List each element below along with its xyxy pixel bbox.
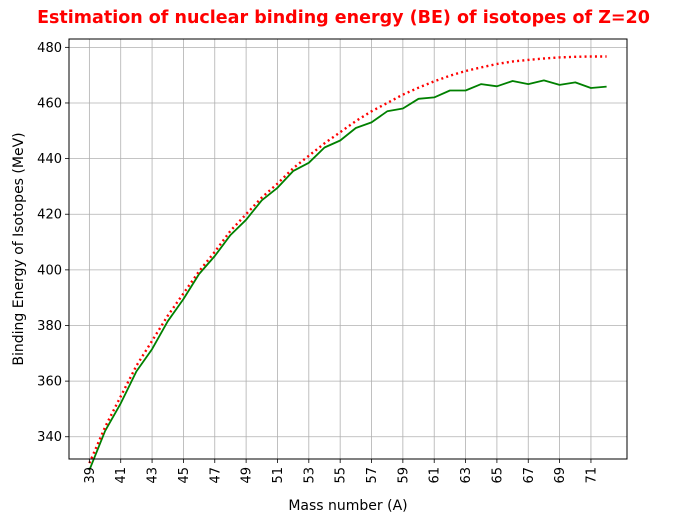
- x-tick-label: 69: [553, 467, 568, 484]
- x-tick-label: 67: [522, 467, 537, 484]
- x-tick-label: 57: [365, 467, 380, 484]
- y-tick-label: 360: [37, 375, 62, 390]
- tick-layer: 39 41 43 45 47 49 51 53 55 57 59 61 63 65 67 69 71 340 360…: [37, 41, 599, 484]
- y-tick-label: 440: [37, 152, 62, 167]
- x-tick-label: 43: [146, 467, 161, 484]
- y-tick-label: 460: [37, 96, 62, 111]
- x-tick-label: 49: [240, 467, 255, 484]
- x-tick-label: 65: [490, 467, 505, 484]
- x-tick-label: 63: [459, 467, 474, 484]
- chart-title: Estimation of nuclear binding energy (BE…: [37, 8, 650, 28]
- y-tick-label: 340: [37, 430, 62, 445]
- x-axis-label: Mass number (A): [288, 498, 407, 514]
- grid-layer: [69, 39, 627, 459]
- x-tick-label: 71: [584, 467, 599, 484]
- x-tick-label: 51: [271, 467, 286, 484]
- y-tick-label: 420: [37, 208, 62, 223]
- x-tick-label: 61: [428, 467, 443, 484]
- x-tick-label: 59: [396, 467, 411, 484]
- x-tick-label: 45: [177, 467, 192, 484]
- y-tick-label: 480: [37, 41, 62, 56]
- y-axis-label: Binding Energy of Isotopes (MeV): [11, 132, 27, 365]
- series-line-1: [88, 79, 607, 471]
- y-tick-label: 400: [37, 263, 62, 278]
- x-tick-label: 47: [208, 467, 223, 484]
- series-layer: [88, 55, 607, 471]
- x-tick-label: 41: [114, 467, 129, 484]
- plot-frame: [68, 38, 628, 460]
- series-line-2: [88, 55, 607, 464]
- x-tick-label: 39: [83, 467, 98, 484]
- y-tick-label: 380: [37, 319, 62, 334]
- x-tick-label: 53: [302, 467, 317, 484]
- x-tick-label: 55: [334, 467, 349, 484]
